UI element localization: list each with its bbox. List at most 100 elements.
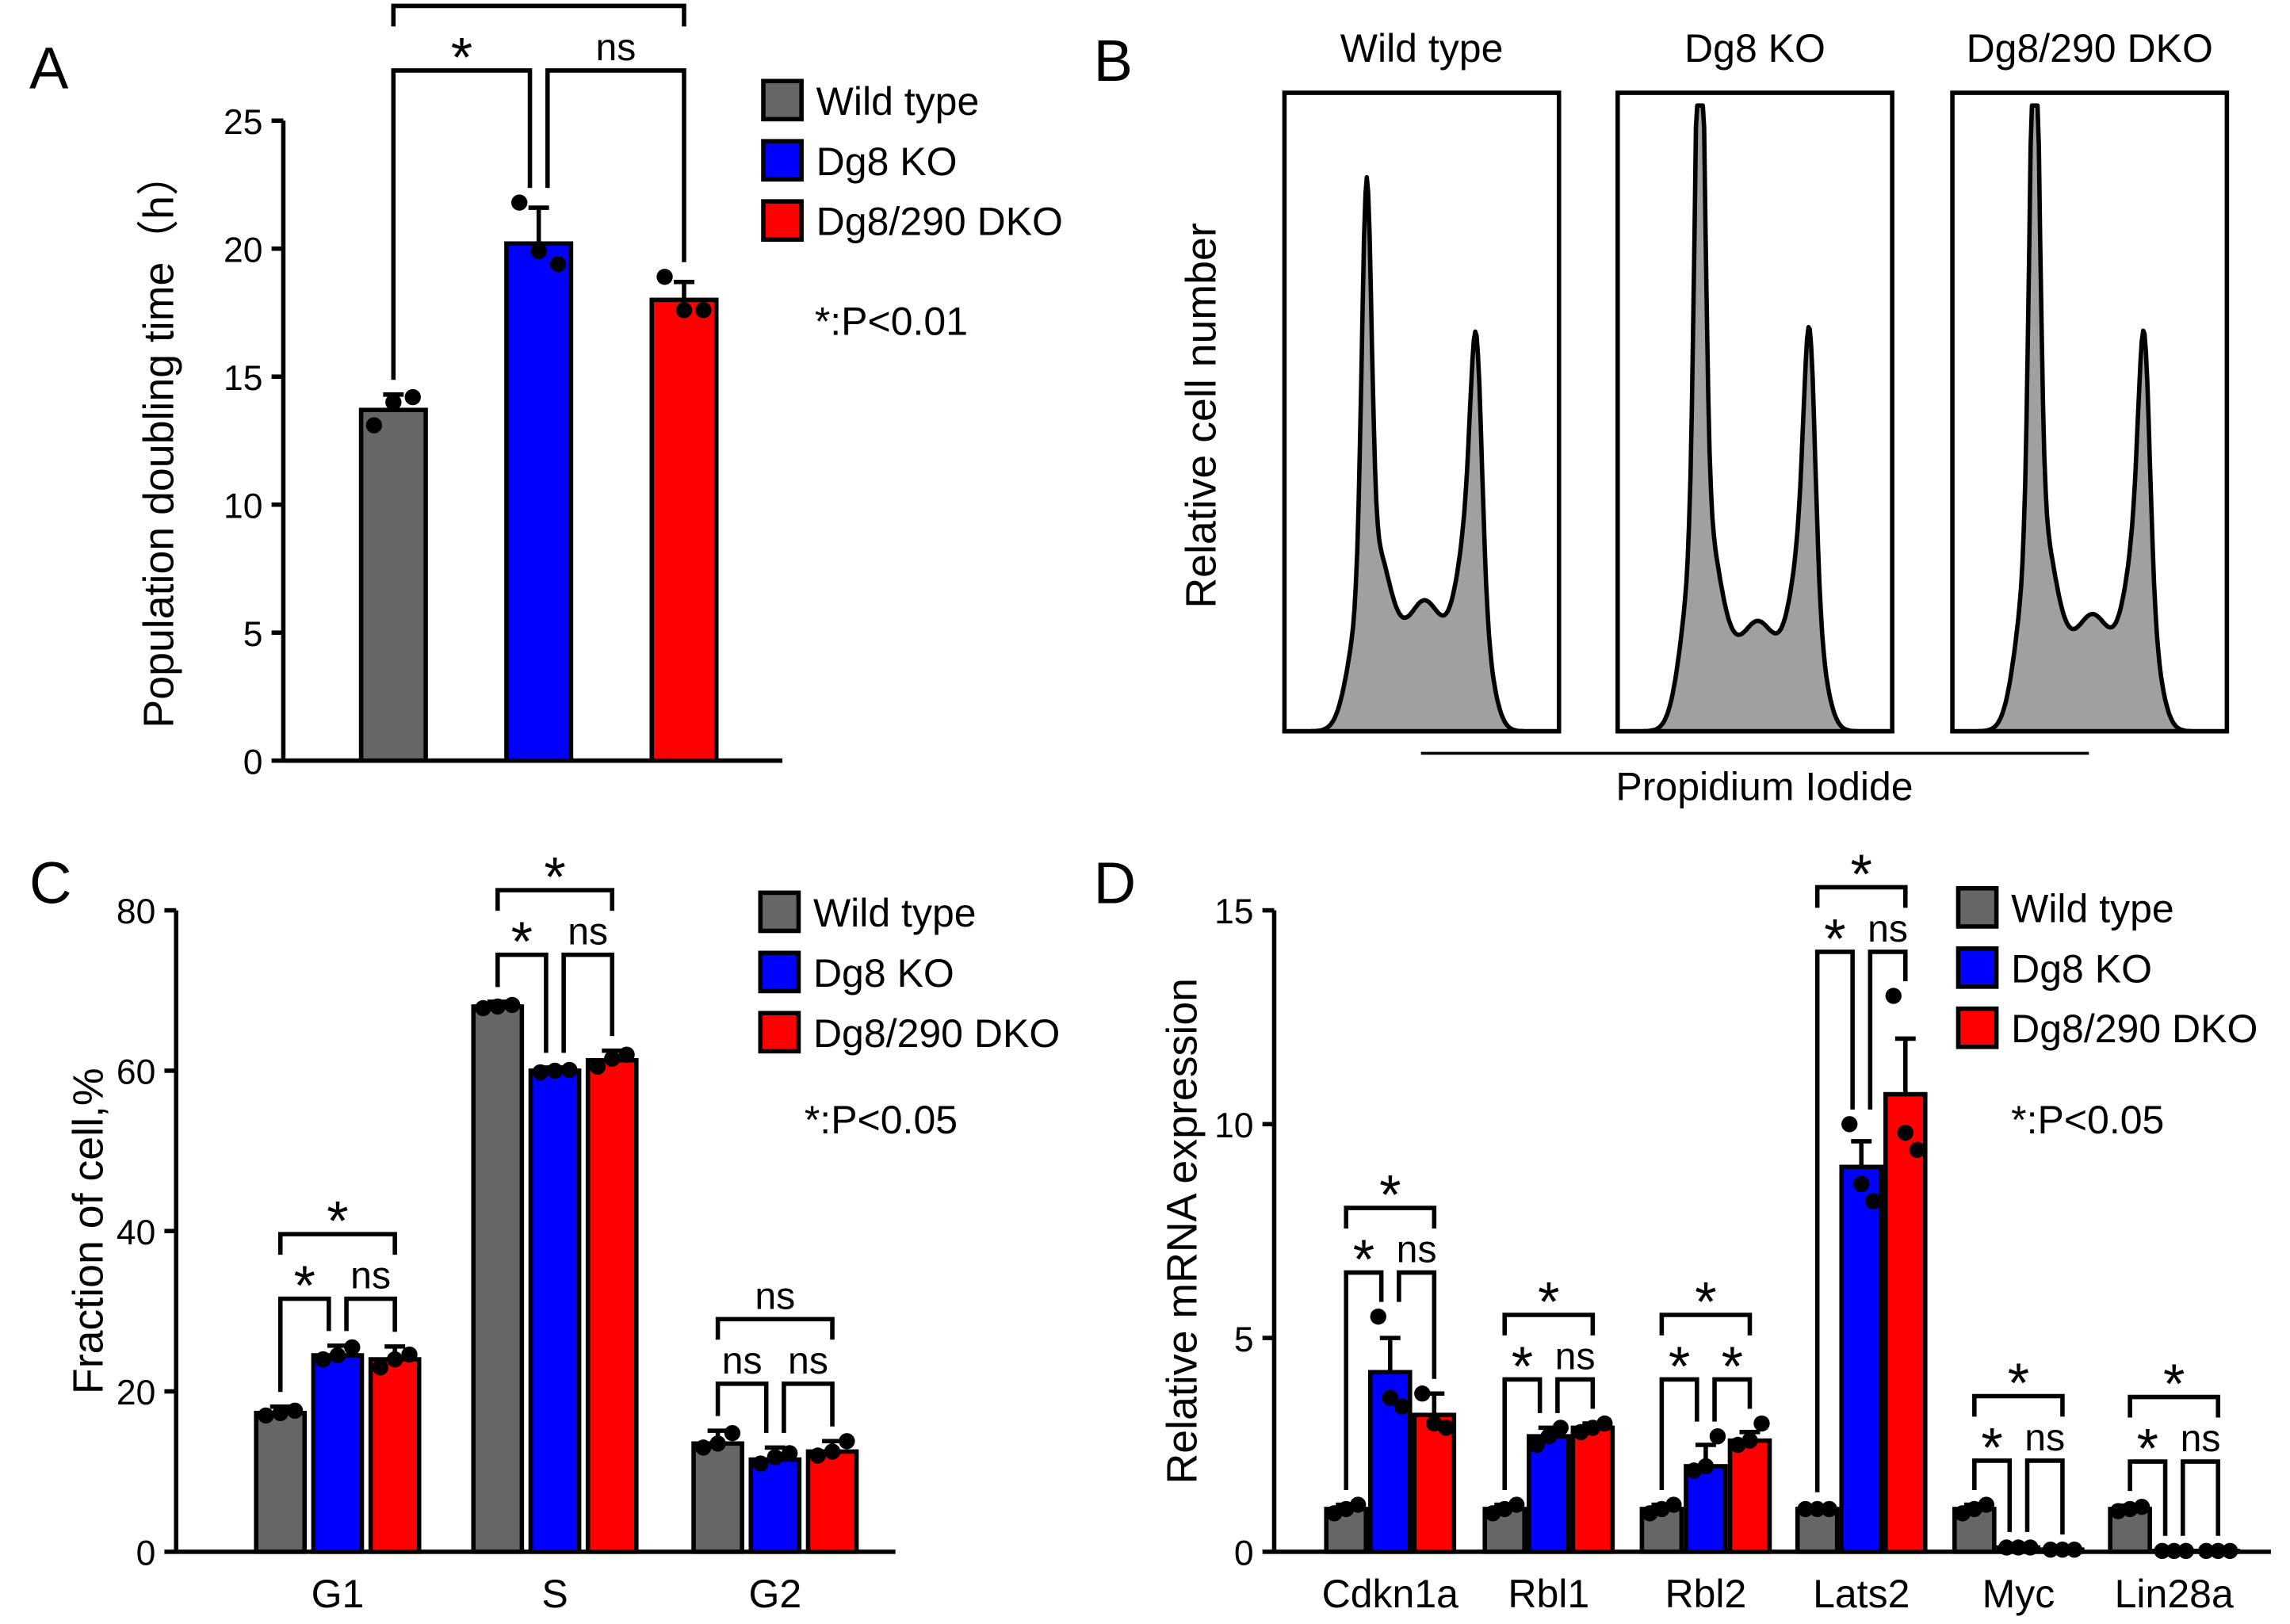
legend-label: Dg8/290 DKO (816, 200, 1063, 244)
data-point (1508, 1496, 1525, 1513)
significance-bracket (1397, 1270, 1437, 1379)
significance-bracket (1344, 1270, 1384, 1490)
legend-label: Wild type (816, 79, 980, 124)
panel-d-chart: 0 5 10 15 Relative mRNA expression Wild type D… (1158, 843, 2271, 1616)
y-tick-label: 0 (136, 1534, 156, 1573)
significance-bracket (1814, 950, 1855, 1492)
x-tick-label: Cdkn1a (1322, 1572, 1459, 1616)
data-point (1552, 1420, 1569, 1436)
histogram-area (1950, 103, 2230, 734)
x-tick-label: G2 (748, 1572, 801, 1616)
significance-bracket (1972, 1393, 2065, 1417)
data-point (1382, 1389, 1398, 1406)
data-point (2121, 1500, 2139, 1518)
data-point (532, 1064, 549, 1081)
data-point (1370, 1308, 1386, 1325)
data-point (2210, 1542, 2227, 1559)
y-tick-label: 25 (224, 103, 262, 142)
significance-note: *:P<0.05 (2011, 1098, 2164, 1142)
bar (748, 1457, 802, 1554)
panel-b-histograms: Wild type Dg8 KO Dg8/290 DKO Propidium Iodi… (1177, 26, 2230, 809)
data-point (1978, 1496, 1995, 1513)
data-point (530, 243, 547, 260)
significance-bracket (1814, 885, 1908, 908)
y-axis-title: Relative mRNA expression (1158, 978, 1206, 1485)
significance-label: ns (595, 26, 636, 69)
significance-bracket (277, 1232, 397, 1255)
legend-swatch (1955, 886, 1999, 929)
significance-label: * (1722, 1335, 1743, 1397)
x-tick-label: Rbl1 (1508, 1572, 1589, 1616)
y-axis-title: Fraction of cell,% (65, 1068, 113, 1394)
bar (358, 407, 428, 763)
legend-label: Dg8 KO (813, 951, 954, 995)
significance-label: * (327, 1190, 348, 1252)
legend-swatch (758, 890, 801, 934)
data-point (824, 1443, 841, 1460)
data-point (2198, 1542, 2215, 1559)
bar (1684, 1464, 1728, 1554)
legend-swatch (761, 139, 804, 182)
data-point (2133, 1499, 2150, 1515)
significance-label: * (1353, 1228, 1374, 1290)
error-bar (1851, 1139, 1872, 1167)
legend-swatch (1955, 946, 1999, 989)
y-tick-label: 20 (117, 1374, 155, 1412)
x-tick-label: G1 (312, 1572, 365, 1616)
significance-label: * (528, 0, 549, 24)
significance-label: ns (1397, 1229, 1437, 1271)
y-tick-label: 60 (117, 1053, 155, 1092)
significance-label: * (1824, 907, 1845, 969)
significance-label: ns (722, 1339, 763, 1382)
legend-swatch (758, 1011, 801, 1054)
legend-label: Dg8/290 DKO (2011, 1007, 2258, 1051)
significance-label: * (1512, 1335, 1533, 1397)
legend-label: Dg8 KO (816, 139, 958, 184)
significance-label: ns (755, 1274, 795, 1317)
data-point (1709, 1428, 1726, 1445)
data-point (1797, 1500, 1814, 1518)
data-point (839, 1433, 855, 1450)
significance-note: *:P<0.01 (815, 300, 968, 344)
histogram-area (1282, 174, 1562, 734)
significance-label: * (1695, 1270, 1716, 1332)
significance-label: * (1981, 1416, 2002, 1478)
significance-label: ns (2181, 1417, 2221, 1460)
y-tick-label: 15 (1214, 892, 1253, 931)
y-tick-label: 15 (224, 359, 262, 398)
legend-swatch (761, 199, 804, 243)
significance-bracket (1972, 1458, 2013, 1532)
histogram-frame (1282, 90, 1562, 734)
significance-bracket (344, 1296, 397, 1332)
significance-bracket (2024, 1458, 2065, 1535)
histogram-frame (1615, 90, 1894, 734)
data-point (1596, 1415, 1613, 1432)
error-bar (528, 205, 549, 244)
y-tick-label: 80 (117, 892, 155, 931)
panel-c-chart: 0 20 40 60 80 Fraction of cell,% Wild type Dg8 … (65, 846, 1061, 1617)
x-tick-label: S (541, 1572, 568, 1616)
data-point (1438, 1420, 1455, 1436)
significance-label: ns (1868, 908, 1908, 950)
y-tick-label: 10 (224, 487, 262, 525)
significance-label: * (2137, 1416, 2158, 1479)
data-point (329, 1347, 346, 1364)
x-axis-title: Propidium Iodide (1615, 765, 1913, 809)
significance-label: * (2163, 1352, 2185, 1415)
histogram-title: Dg8/290 DKO (1967, 26, 2213, 71)
panel-label-c: C (29, 850, 72, 915)
error-bar (1379, 1336, 1401, 1373)
data-point (695, 302, 712, 319)
legend-label: Wild type (813, 891, 977, 935)
significance-label: * (1538, 1270, 1559, 1332)
significance-bracket (1502, 1313, 1596, 1336)
data-point (404, 388, 421, 406)
data-point (767, 1449, 784, 1465)
significance-bracket (561, 952, 615, 1053)
y-tick-label: 0 (243, 743, 263, 781)
y-axis-title: Relative cell number (1177, 223, 1225, 608)
data-point (604, 1050, 621, 1067)
data-point (2109, 1503, 2127, 1519)
significance-label: * (544, 846, 565, 908)
